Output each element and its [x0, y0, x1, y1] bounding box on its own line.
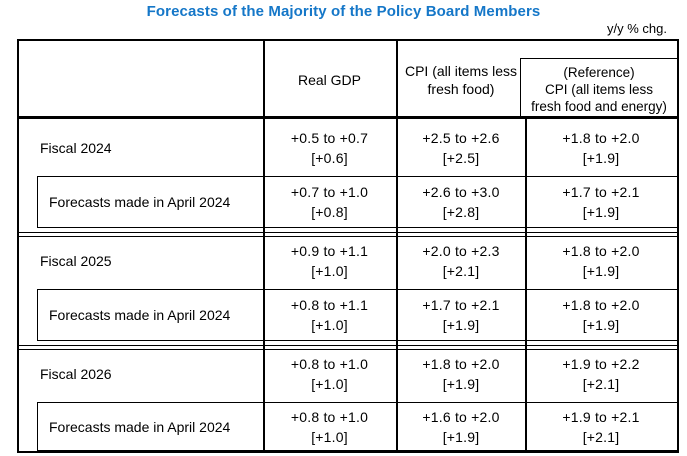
range-value: +0.5 to +0.7 [290, 129, 369, 146]
range-value: +0.7 to +1.0 [290, 184, 369, 200]
row-label-fiscal-2024: Fiscal 2024 [40, 139, 112, 156]
range-value: +1.9 to +2.2 [562, 355, 640, 372]
median-value: [+1.0] [311, 262, 348, 279]
header-reference-line1: (Reference) [563, 64, 635, 80]
column-divider [525, 119, 527, 451]
cell-reference-cpi: +1.9 to +2.1 [+2.1] [525, 402, 677, 451]
range-value: +0.9 to +1.1 [290, 242, 369, 259]
cell-cpi: +2.0 to +2.3 [+2.1] [396, 232, 526, 289]
column-divider [396, 41, 398, 451]
cell-cpi: +1.8 to +2.0 [+1.9] [396, 345, 526, 402]
cell-gdp: +0.8 to +1.0 [+1.0] [263, 345, 396, 402]
group-fiscal-2026: Fiscal 2026 +0.8 to +1.0 [+1.0] +1.8 to … [19, 345, 677, 451]
median-value: [+1.9] [442, 428, 480, 445]
row-label-fiscal-2026: Fiscal 2026 [40, 365, 112, 382]
page-title: Forecasts of the Majority of the Policy … [146, 3, 541, 20]
header-cpi: CPI (all items less fresh food) [396, 41, 526, 119]
median-value: [+1.9] [442, 375, 480, 392]
cell-gdp: +0.9 to +1.1 [+1.0] [263, 232, 396, 289]
median-value: [+1.9] [582, 262, 620, 279]
group-divider [19, 232, 677, 237]
april-forecast-box [37, 402, 677, 451]
median-value: [+2.5] [442, 149, 480, 166]
april-forecast-box [37, 289, 677, 341]
range-value: +1.7 to +2.1 [562, 184, 640, 200]
row-label-april-forecast: Forecasts made in April 2024 [49, 194, 231, 210]
median-value: [+2.1] [582, 428, 620, 445]
group-fiscal-2025: Fiscal 2025 +0.9 to +1.1 [+1.0] +2.0 to … [19, 232, 677, 345]
range-value: +2.0 to +2.3 [422, 242, 500, 259]
cell-gdp: +0.7 to +1.0 [+0.8] [263, 176, 396, 228]
range-value: +0.8 to +1.0 [290, 355, 369, 372]
cell-reference-cpi: +1.8 to +2.0 [+1.9] [525, 232, 677, 289]
range-value: +1.8 to +2.0 [562, 129, 640, 146]
header-real-gdp: Real GDP [263, 41, 396, 119]
range-value: +1.6 to +2.0 [422, 408, 500, 425]
header-cpi-line1: CPI (all items less [404, 63, 518, 79]
range-value: +1.9 to +2.1 [562, 408, 640, 425]
range-value: +2.5 to +2.6 [422, 129, 500, 146]
row-label-april-forecast: Forecasts made in April 2024 [49, 418, 231, 435]
cell-cpi: +1.7 to +2.1 [+1.9] [396, 289, 526, 341]
cell-gdp: +0.5 to +0.7 [+0.6] [263, 119, 396, 176]
group-fiscal-2024: Fiscal 2024 +0.5 to +0.7 [+0.6] +2.5 to … [19, 119, 677, 232]
range-value: +2.6 to +3.0 [422, 184, 500, 200]
cell-cpi: +2.5 to +2.6 [+2.5] [396, 119, 526, 176]
median-value: [+2.1] [582, 375, 620, 392]
cell-cpi: +1.6 to +2.0 [+1.9] [396, 402, 526, 451]
header-reference-line2: CPI (all items less [544, 81, 654, 97]
group-divider [19, 345, 677, 350]
column-divider [263, 41, 265, 451]
range-value: +1.8 to +2.0 [562, 297, 640, 313]
range-value: +0.8 to +1.1 [290, 297, 369, 313]
april-forecast-box [37, 176, 677, 228]
cell-gdp: +0.8 to +1.0 [+1.0] [263, 402, 396, 451]
cell-gdp: +0.8 to +1.1 [+1.0] [263, 289, 396, 341]
median-value: [+1.0] [311, 375, 348, 392]
median-value: [+1.0] [311, 317, 348, 333]
range-value: +1.8 to +2.0 [422, 355, 500, 372]
median-value: [+2.8] [442, 204, 480, 220]
header-cpi-line2: fresh food) [427, 81, 495, 97]
cell-reference-cpi: +1.7 to +2.1 [+1.9] [525, 176, 677, 228]
median-value: [+1.9] [582, 149, 620, 166]
cell-reference-cpi: +1.8 to +2.0 [+1.9] [525, 119, 677, 176]
median-value: [+1.0] [311, 428, 348, 445]
row-label-april-forecast: Forecasts made in April 2024 [49, 307, 231, 323]
median-value: [+0.6] [311, 149, 348, 166]
header-reference-line3: fresh food and energy) [531, 98, 667, 114]
median-value: [+0.8] [311, 204, 348, 220]
median-value: [+1.9] [582, 204, 620, 220]
range-value: +1.8 to +2.0 [562, 242, 640, 259]
header-real-gdp-label: Real GDP [297, 72, 362, 88]
header-reference-box: (Reference) CPI (all items less fresh fo… [520, 58, 677, 119]
row-label-fiscal-2025: Fiscal 2025 [40, 252, 112, 269]
range-value: +1.7 to +2.1 [422, 297, 500, 313]
median-value: [+2.1] [442, 262, 480, 279]
cell-reference-cpi: +1.8 to +2.0 [+1.9] [525, 289, 677, 341]
header-bottom-rule [19, 116, 677, 119]
forecast-table: Real GDP CPI (all items less fresh food)… [17, 39, 679, 453]
cell-reference-cpi: +1.9 to +2.2 [+2.1] [525, 345, 677, 402]
unit-note: y/y % chg. [607, 21, 667, 36]
cell-cpi: +2.6 to +3.0 [+2.8] [396, 176, 526, 228]
median-value: [+1.9] [582, 317, 620, 333]
range-value: +0.8 to +1.0 [290, 408, 369, 425]
median-value: [+1.9] [442, 317, 480, 333]
